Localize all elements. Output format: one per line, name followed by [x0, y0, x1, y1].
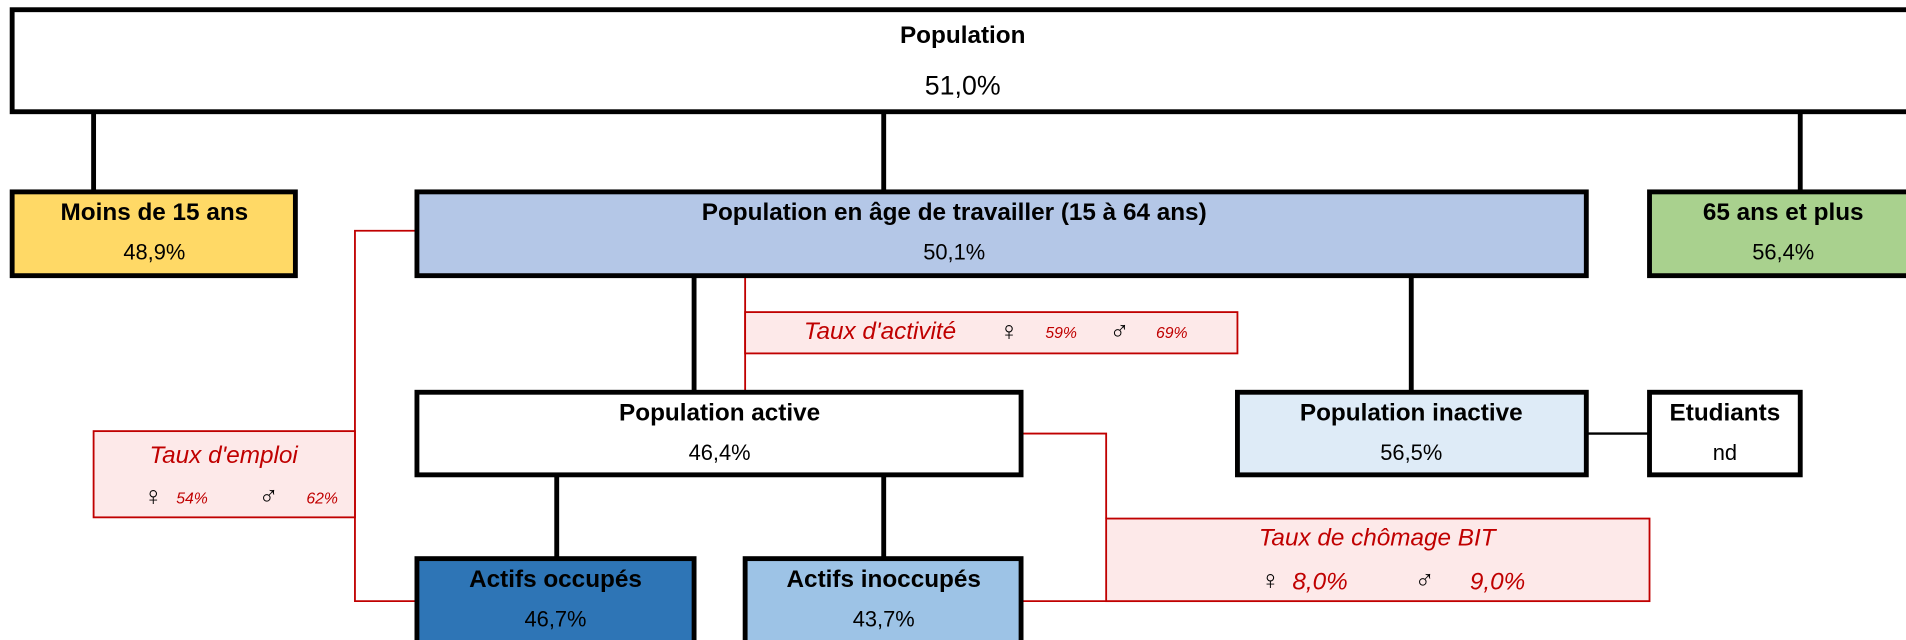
node-box: [9, 189, 298, 279]
node-box: [742, 556, 1024, 640]
female-rate: 8,0%: [1292, 568, 1347, 595]
male-symbol: ♂: [259, 481, 279, 511]
node-box: [414, 189, 1589, 279]
node-box: [1647, 189, 1906, 279]
node-value: nd: [1713, 440, 1737, 465]
node-label: Population active: [619, 400, 820, 427]
female-rate: 59%: [1045, 325, 1077, 342]
rate-label: Taux de chômage BIT: [1259, 525, 1498, 552]
node-label: Moins de 15 ans: [61, 199, 249, 226]
rate-label: Taux d'emploi: [150, 442, 299, 469]
node-label: 65 ans et plus: [1703, 199, 1864, 226]
male-symbol: ♂: [1415, 565, 1435, 595]
node-value: 56,4%: [1752, 240, 1814, 265]
node-value: 48,9%: [123, 240, 185, 265]
node-value: 46,7%: [525, 606, 587, 631]
rate-box: [744, 311, 1239, 355]
node-box: [1235, 389, 1589, 478]
female-symbol: ♀: [999, 316, 1019, 346]
connectors: [91, 111, 1803, 603]
female-rate: 54%: [176, 490, 208, 507]
rate-box: [1105, 517, 1651, 603]
node-box: [1647, 389, 1803, 478]
male-symbol: ♂: [1110, 316, 1130, 346]
node-label: Etudiants: [1670, 400, 1781, 427]
header-title: Population: [900, 22, 1025, 49]
male-rate: 9,0%: [1470, 568, 1525, 595]
nodes: Moins de 15 ans 48,9% Population en âge de…: [9, 189, 1906, 640]
node-value: 46,4%: [689, 440, 751, 465]
female-symbol: ♀: [143, 481, 163, 511]
node-value: 56,5%: [1380, 440, 1442, 465]
rate-box: [92, 430, 356, 519]
node-box: [414, 556, 697, 640]
node-value: 43,7%: [853, 606, 915, 631]
male-rate: 69%: [1156, 325, 1188, 342]
node-label: Actifs occupés: [469, 566, 642, 593]
rates: Taux d'activité ♀ 59% ♂ 69% Taux d'emploi ♀ 54%…: [92, 311, 1651, 603]
header-value: 51,0%: [925, 71, 1001, 101]
node-label: Actifs inoccupés: [787, 566, 981, 593]
node-box: [414, 389, 1024, 478]
rate-label: Taux d'activité: [804, 318, 956, 345]
male-rate: 62%: [306, 490, 338, 507]
header-box: [9, 7, 1906, 115]
node-label: Population inactive: [1300, 400, 1523, 427]
female-symbol: ♀: [1260, 565, 1280, 595]
node-value: 50,1%: [923, 240, 985, 265]
node-label: Population en âge de travailler (15 à 64…: [702, 199, 1207, 226]
